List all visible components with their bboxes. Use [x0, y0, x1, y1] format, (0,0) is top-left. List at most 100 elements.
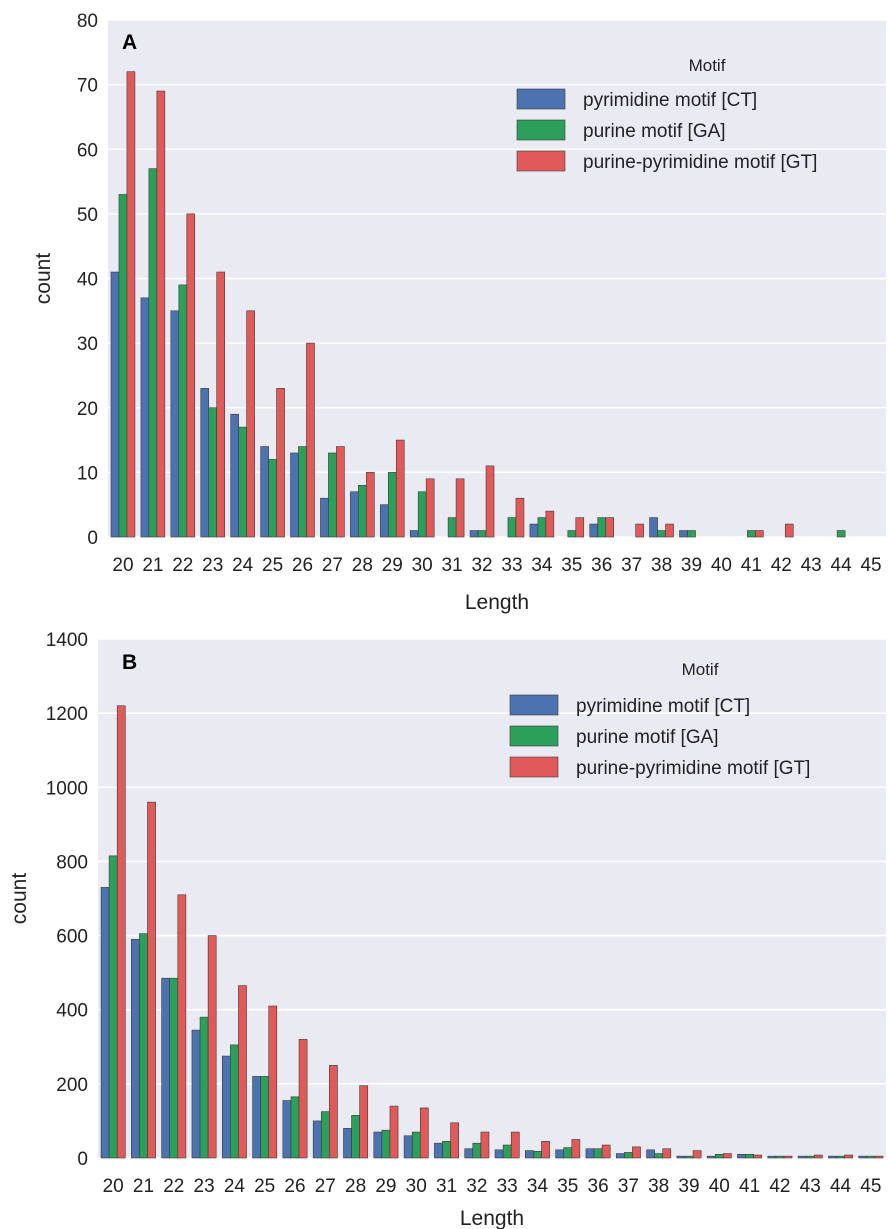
chart-b-y-tick-label: 600	[56, 927, 88, 948]
chart-b-y-tick-label: 0	[77, 1149, 88, 1170]
chart-b-bar	[874, 1155, 884, 1159]
chart-a-x-tick-label: 27	[322, 555, 343, 576]
chart-b-bar	[706, 1155, 716, 1159]
chart-b-x-tick-label: 31	[436, 1176, 457, 1197]
chart-a-legend-swatch	[516, 150, 566, 172]
chart-b-bar	[290, 1096, 300, 1159]
chart-a-y-tick-label: 70	[77, 76, 98, 97]
chart-b-bar	[373, 1131, 383, 1159]
chart-b-legend-swatch	[509, 725, 559, 747]
chart-b-bar	[207, 935, 217, 1159]
chart-b-bar	[624, 1152, 633, 1159]
chart-b-panel-label: B	[122, 651, 137, 674]
chart-a-panel-label: A	[122, 31, 137, 54]
chart-b-bar	[411, 1131, 421, 1159]
chart-b-bar	[775, 1155, 785, 1159]
chart-a-bar	[455, 478, 465, 538]
chart-b-x-axis-label: Length	[460, 1207, 524, 1229]
chart-b-bar	[676, 1155, 686, 1159]
chart-b-bar	[450, 1122, 459, 1159]
chart-b-bar	[571, 1139, 581, 1159]
chart-b-x-tick-label: 38	[648, 1176, 669, 1197]
chart-b-x-tick-label: 44	[830, 1176, 852, 1197]
chart-a-bar	[485, 465, 495, 538]
chart-a-bar	[246, 310, 255, 538]
chart-b-x-tick-label: 25	[254, 1176, 275, 1197]
chart-b-x-tick-label: 34	[527, 1176, 549, 1197]
chart-a-legend-swatch	[516, 88, 566, 110]
chart-a-x-tick-label: 29	[382, 555, 403, 576]
chart-b-bar	[199, 1016, 209, 1159]
chart-b-bar	[403, 1135, 413, 1159]
chart-b-bar	[464, 1148, 474, 1159]
chart-a-y-tick-label: 30	[77, 334, 98, 355]
chart-a-x-tick-label: 45	[860, 555, 881, 576]
chart-b-bar	[230, 1044, 239, 1159]
chart-b-bar	[100, 887, 110, 1159]
chart-b-bar	[434, 1142, 443, 1159]
chart-a-x-tick-label: 23	[202, 555, 223, 576]
chart-a-x-tick-label: 25	[262, 555, 283, 576]
chart-b-bar	[260, 1076, 270, 1159]
chart-a-bar	[784, 523, 794, 538]
chart-b-bar	[753, 1154, 763, 1159]
chart-b-bar	[139, 933, 148, 1159]
chart-a-x-tick-label: 20	[112, 555, 133, 576]
chart-b-bar	[320, 1111, 330, 1159]
chart-a-legend-label: purine motif [GA]	[583, 121, 726, 142]
chart-a-x-tick-label: 34	[531, 555, 553, 576]
chart-b-bar	[525, 1150, 534, 1159]
chart-b-y-axis-label: count	[8, 873, 31, 925]
chart-b-bar	[502, 1144, 512, 1159]
chart-a-bar	[230, 413, 239, 538]
chart-b-x-tick-label: 23	[194, 1176, 215, 1197]
chart-a-x-tick-label: 36	[591, 555, 612, 576]
chart-b-x-tick-label: 42	[769, 1176, 790, 1197]
chart-b-bar	[177, 894, 187, 1159]
chart-b-bar	[533, 1151, 542, 1159]
chart-b-bar	[646, 1149, 655, 1159]
chart-a-bar	[447, 517, 457, 538]
chart-a-bar	[395, 439, 405, 538]
chart-b-x-tick-label: 21	[133, 1176, 154, 1197]
chart-b-x-tick-label: 28	[345, 1176, 366, 1197]
chart-b-bar	[737, 1153, 746, 1159]
chart-b-x-tick-label: 29	[375, 1176, 396, 1197]
chart-a-x-tick-label: 41	[741, 555, 762, 576]
chart-a-x-tick-label: 26	[292, 555, 313, 576]
chart-a-x-tick-label: 40	[711, 555, 732, 576]
chart-a-bar	[320, 497, 329, 538]
chart-b-bar	[131, 938, 140, 1159]
chart-b-bar	[359, 1085, 369, 1159]
chart-a-y-tick-label: 50	[77, 205, 98, 226]
chart-b-x-tick-label: 37	[618, 1176, 639, 1197]
chart-a-bar	[755, 530, 764, 538]
chart-b-x-tick-label: 26	[284, 1176, 305, 1197]
chart-a-bar	[635, 523, 644, 538]
chart-b-y-tick-label: 1400	[46, 630, 88, 651]
chart-b-bar	[147, 801, 156, 1159]
chart-b-bar	[632, 1146, 641, 1159]
chart-b-bar	[419, 1107, 429, 1159]
chart-a-bar	[268, 459, 277, 538]
chart-a-bar	[545, 510, 555, 538]
chart-a-bar	[836, 530, 846, 538]
chart-a-bar	[306, 342, 315, 538]
chart-b-legend-label: purine motif [GA]	[576, 727, 719, 748]
chart-a-legend-swatch	[516, 119, 566, 141]
chart-b-bar	[381, 1129, 391, 1159]
chart-a-y-tick-label: 0	[87, 528, 98, 549]
chart-a-y-tick-label: 40	[77, 270, 98, 291]
chart-a-bar	[200, 388, 210, 538]
chart-b-y-tick-label: 200	[56, 1075, 88, 1096]
chart-a-x-tick-label: 31	[442, 555, 463, 576]
chart-a-bar	[148, 168, 158, 538]
chart-a-x-tick-label: 44	[831, 555, 853, 576]
chart-b-x-tick-label: 45	[860, 1176, 881, 1197]
chart-b-bar	[844, 1154, 853, 1159]
chart-b-bar	[329, 1065, 338, 1159]
chart-a-bar	[687, 530, 696, 538]
chart-b-bar	[684, 1155, 694, 1159]
chart-a-bar	[417, 491, 427, 538]
chart-b-legend-swatch	[509, 694, 559, 716]
